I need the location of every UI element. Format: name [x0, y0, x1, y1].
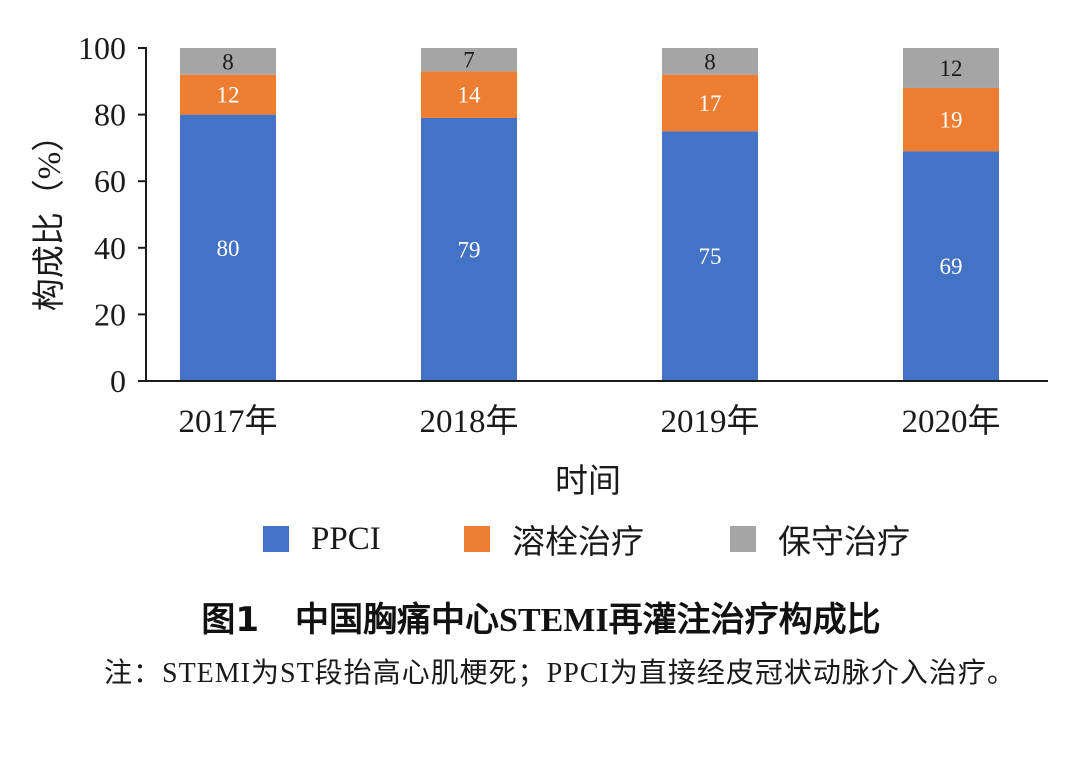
bar-segment [903, 87, 999, 152]
y-tick-label: 20 [94, 296, 126, 332]
x-tick-label: 2018年 [420, 403, 519, 440]
stacked-bar-chart: 801282017年791472018年751782019年6919122020… [31, 30, 1048, 500]
x-tick-label: 2019年 [661, 403, 760, 440]
legend: PPCI 溶栓治疗 保守治疗 [0, 514, 1080, 564]
legend-swatch-thrombolysis [464, 526, 490, 552]
x-axis-label: 时间 [555, 464, 621, 500]
bar-segment [903, 151, 999, 381]
data-label: 12 [217, 83, 240, 108]
data-label: 8 [222, 49, 234, 74]
legend-swatch-ppci [263, 526, 289, 552]
caption-text-b: STEMI [499, 602, 609, 639]
data-label: 14 [458, 83, 482, 108]
legend-item-conservative: 保守治疗 [730, 514, 910, 564]
legend-item-ppci: PPCI [263, 514, 381, 564]
figure-note: 注：STEMI为ST段抬高心肌梗死；PPCI为直接经皮冠状动脉介入治疗。 [104, 658, 1016, 689]
data-label: 80 [217, 236, 240, 261]
data-label: 7 [463, 48, 475, 73]
legend-label-ppci: PPCI [311, 520, 381, 557]
bar-segment [421, 117, 517, 382]
data-label: 19 [940, 108, 963, 133]
bar-segment [180, 114, 276, 381]
bar-segment [662, 131, 758, 381]
x-tick-label: 2020年 [902, 403, 1001, 440]
data-label: 79 [458, 237, 481, 262]
bar-segment [421, 71, 517, 118]
plot-area: 801282017年791472018年751782019年6919122020… [78, 30, 1048, 440]
y-tick-label: 0 [110, 363, 126, 399]
data-label: 69 [940, 254, 963, 279]
legend-swatch-conservative [730, 526, 756, 552]
x-tick-label: 2017年 [179, 403, 278, 440]
figure-caption: 图1 中国胸痛中心STEMI再灌注治疗构成比 [0, 592, 1080, 641]
data-label: 8 [704, 49, 716, 74]
legend-label-conservative: 保守治疗 [778, 525, 910, 561]
data-label: 75 [699, 244, 722, 269]
y-tick-label: 40 [94, 230, 126, 266]
legend-item-thrombolysis: 溶栓治疗 [464, 514, 644, 564]
caption-text-a: 中国胸痛中心 [295, 600, 500, 640]
caption-text-c: 再灌注治疗构成比 [608, 600, 881, 640]
bar-segment [662, 74, 758, 132]
data-label: 17 [699, 91, 722, 116]
bar-segment [903, 48, 999, 88]
legend-label-thrombolysis: 溶栓治疗 [512, 525, 644, 561]
bar-segment [180, 48, 276, 75]
y-axis-label: 构成比（%） [31, 119, 68, 312]
bar-segment [180, 74, 276, 115]
data-label: 12 [940, 56, 963, 81]
y-tick-label: 100 [78, 30, 126, 66]
bar-segment [662, 48, 758, 75]
figure-number: 图1 [201, 600, 260, 640]
bar-segment [421, 48, 517, 72]
y-tick-label: 60 [94, 163, 126, 199]
y-tick-label: 80 [94, 97, 126, 133]
